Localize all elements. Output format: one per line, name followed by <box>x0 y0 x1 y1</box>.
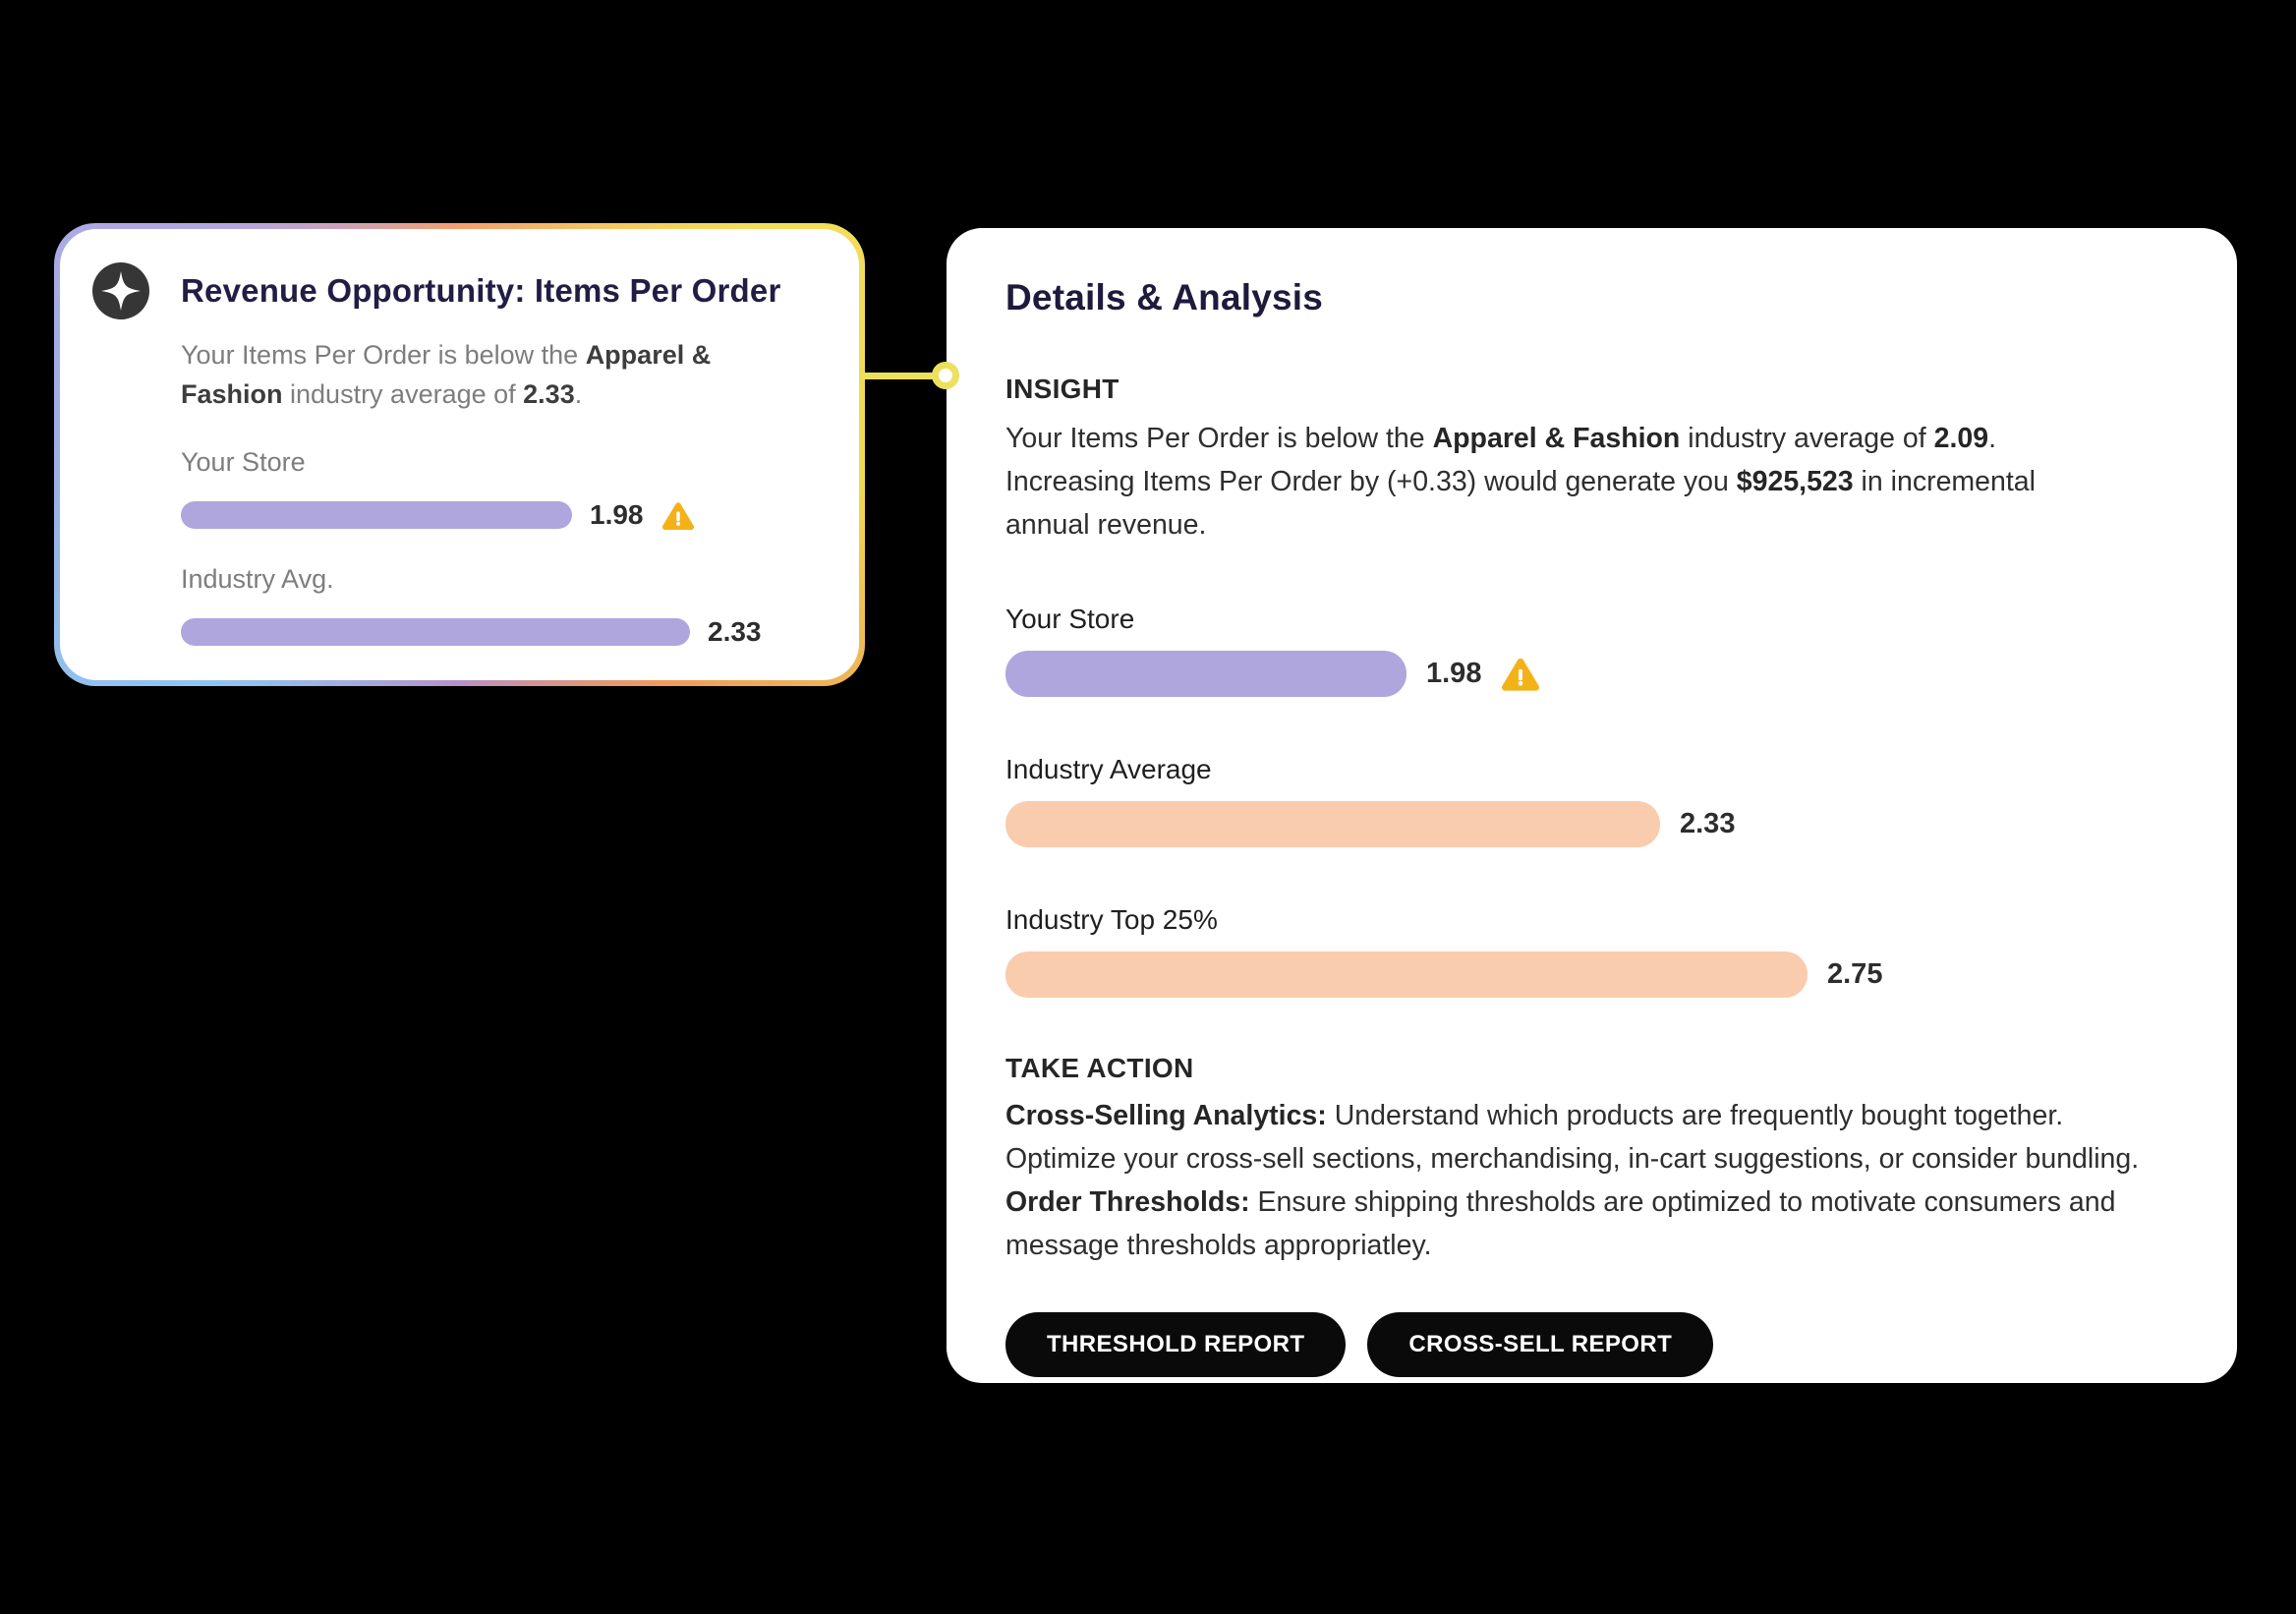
bar-label-your-store: Your Store <box>181 447 306 477</box>
insight-paragraph: Your Items Per Order is below the Appare… <box>1005 423 2036 541</box>
details-title: Details & Analysis <box>1005 277 1324 317</box>
cross-sell-report-button[interactable]: CROSS-SELL REPORT <box>1367 1312 1714 1377</box>
warning-triangle-icon <box>1501 656 1540 692</box>
bar-row-industry-top-25: 2.75 <box>1005 951 2178 998</box>
bar-row-your-store: 1.98 <box>181 499 820 531</box>
revenue-opportunity-card-gradient-border: Revenue Opportunity: Items Per Order You… <box>54 223 865 686</box>
details-analysis-card: Details & Analysis INSIGHT Your Items Pe… <box>947 228 2237 1383</box>
take-action-item: Cross-Selling Analytics: Understand whic… <box>1005 1100 2140 1175</box>
warning-triangle-icon <box>661 500 695 531</box>
threshold-report-button[interactable]: THRESHOLD REPORT <box>1005 1312 1347 1377</box>
industry-avg-bar <box>181 618 690 646</box>
industry-avg-value: 2.33 <box>708 616 762 647</box>
connector-line <box>862 373 939 379</box>
sparkle-icon <box>92 262 149 319</box>
bar-row-industry-average: 2.33 <box>1005 801 2178 847</box>
bar-label-industry-average: Industry Average <box>1005 754 1212 784</box>
card-description: Your Items Per Order is below the Appare… <box>181 340 712 409</box>
take-action-paragraphs: Cross-Selling Analytics: Understand whic… <box>1005 1094 2178 1267</box>
bar-row-your-store: 1.98 <box>1005 651 2178 697</box>
connector-node-icon <box>932 362 959 389</box>
card-header: Revenue Opportunity: Items Per Order <box>92 262 820 319</box>
take-action-item: Order Thresholds: Ensure shipping thresh… <box>1005 1186 2116 1261</box>
industry-top-25-value: 2.75 <box>1827 958 1883 990</box>
industry-average-value: 2.33 <box>1680 808 1736 839</box>
revenue-opportunity-card: Revenue Opportunity: Items Per Order You… <box>60 229 859 680</box>
bar-label-industry-top-25: Industry Top 25% <box>1005 904 1218 935</box>
report-buttons-row: THRESHOLD REPORT CROSS-SELL REPORT <box>1005 1312 2178 1377</box>
your-store-value: 1.98 <box>590 499 644 530</box>
bar-label-your-store: Your Store <box>1005 604 1135 634</box>
card-title: Revenue Opportunity: Items Per Order <box>181 272 781 309</box>
your-store-value: 1.98 <box>1426 658 1482 689</box>
your-store-bar <box>1005 651 1406 697</box>
industry-top-25-bar <box>1005 951 1808 998</box>
industry-average-bar <box>1005 801 1660 847</box>
bar-label-industry-avg: Industry Avg. <box>181 564 334 594</box>
card-content: Your Items Per Order is below the Appare… <box>181 335 820 648</box>
insight-heading: INSIGHT <box>1005 374 1119 404</box>
take-action-heading: TAKE ACTION <box>1005 1053 1194 1083</box>
bar-row-industry-avg: 2.33 <box>181 616 820 648</box>
your-store-bar <box>181 501 572 529</box>
